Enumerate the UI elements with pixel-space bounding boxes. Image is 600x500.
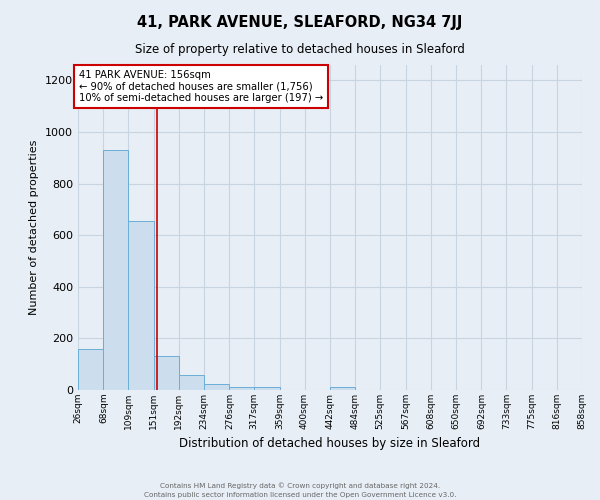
Bar <box>204 384 229 390</box>
Bar <box>254 388 280 390</box>
Text: Contains public sector information licensed under the Open Government Licence v3: Contains public sector information licen… <box>144 492 456 498</box>
Bar <box>103 150 128 390</box>
Bar <box>128 221 154 390</box>
Bar <box>154 356 179 390</box>
Y-axis label: Number of detached properties: Number of detached properties <box>29 140 40 315</box>
X-axis label: Distribution of detached houses by size in Sleaford: Distribution of detached houses by size … <box>179 438 481 450</box>
Bar <box>229 388 254 390</box>
Bar <box>78 348 103 390</box>
Text: Contains HM Land Registry data © Crown copyright and database right 2024.: Contains HM Land Registry data © Crown c… <box>160 482 440 489</box>
Text: Size of property relative to detached houses in Sleaford: Size of property relative to detached ho… <box>135 42 465 56</box>
Bar <box>330 388 355 390</box>
Bar <box>179 374 204 390</box>
Text: 41 PARK AVENUE: 156sqm
← 90% of detached houses are smaller (1,756)
10% of semi-: 41 PARK AVENUE: 156sqm ← 90% of detached… <box>79 70 323 103</box>
Text: 41, PARK AVENUE, SLEAFORD, NG34 7JJ: 41, PARK AVENUE, SLEAFORD, NG34 7JJ <box>137 15 463 30</box>
